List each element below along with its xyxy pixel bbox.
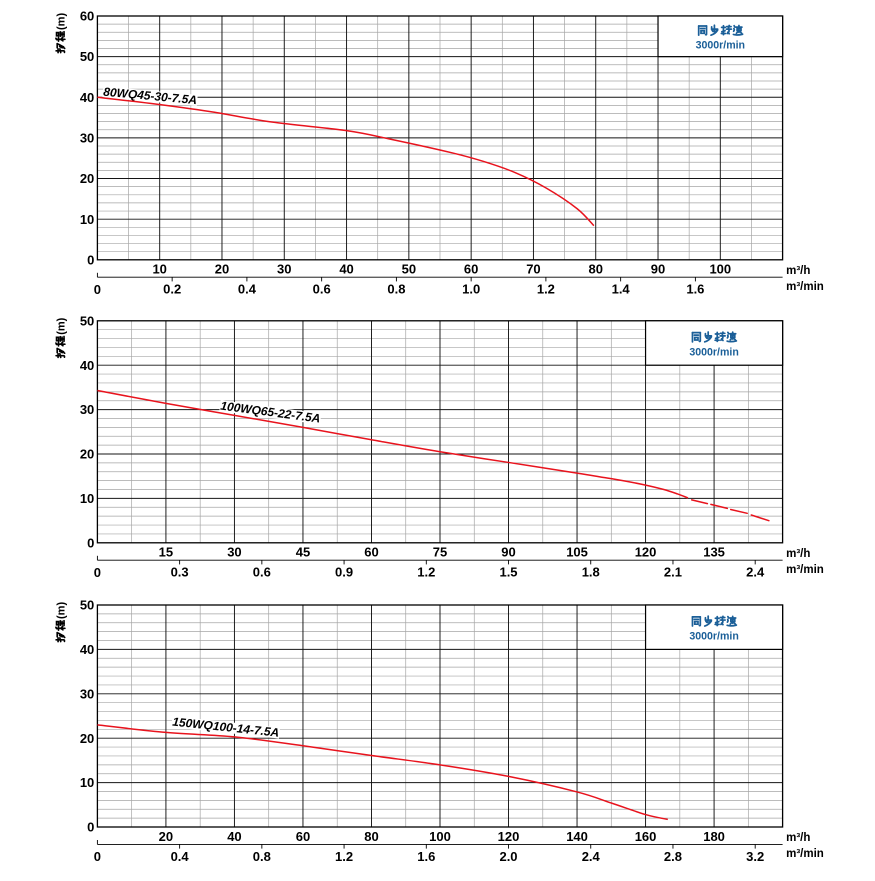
svg-text:20: 20 xyxy=(80,731,94,746)
svg-text:0: 0 xyxy=(87,535,94,550)
svg-text:0.9: 0.9 xyxy=(335,565,353,580)
svg-text:m³/h: m³/h xyxy=(786,548,810,560)
svg-text:60: 60 xyxy=(364,545,378,560)
svg-text:180: 180 xyxy=(703,829,725,844)
svg-text:40: 40 xyxy=(339,262,353,277)
svg-text:30: 30 xyxy=(80,131,94,146)
svg-text:1.2: 1.2 xyxy=(537,282,555,297)
svg-text:120: 120 xyxy=(635,545,657,560)
svg-text:30: 30 xyxy=(277,262,291,277)
svg-text:140: 140 xyxy=(566,829,588,844)
svg-text:80: 80 xyxy=(364,829,378,844)
svg-text:105: 105 xyxy=(566,545,588,560)
svg-text:70: 70 xyxy=(526,262,540,277)
svg-text:(m): (m) xyxy=(56,13,68,30)
svg-text:40: 40 xyxy=(80,642,94,657)
svg-text:m³/min: m³/min xyxy=(786,848,824,860)
svg-text:10: 10 xyxy=(80,212,94,227)
svg-text:40: 40 xyxy=(80,358,94,373)
svg-text:60: 60 xyxy=(296,829,310,844)
svg-text:0: 0 xyxy=(94,849,101,864)
svg-text:m³/min: m³/min xyxy=(786,564,824,576)
svg-text:2.0: 2.0 xyxy=(499,849,517,864)
svg-text:0.6: 0.6 xyxy=(253,565,271,580)
svg-text:50: 50 xyxy=(80,598,94,613)
svg-text:160: 160 xyxy=(635,829,657,844)
svg-text:75: 75 xyxy=(433,545,447,560)
svg-text:3000r/min: 3000r/min xyxy=(696,40,745,52)
svg-text:0.3: 0.3 xyxy=(171,565,189,580)
svg-text:2.4: 2.4 xyxy=(746,565,765,580)
svg-text:30: 30 xyxy=(227,545,241,560)
svg-text:1.6: 1.6 xyxy=(686,282,704,297)
svg-text:10: 10 xyxy=(80,491,94,506)
svg-text:135: 135 xyxy=(703,545,725,560)
svg-text:40: 40 xyxy=(80,90,94,105)
svg-text:0: 0 xyxy=(87,252,94,267)
svg-text:1.6: 1.6 xyxy=(417,849,435,864)
svg-text:50: 50 xyxy=(80,49,94,64)
svg-text:20: 20 xyxy=(80,447,94,462)
svg-text:0.4: 0.4 xyxy=(238,282,257,297)
svg-text:30: 30 xyxy=(80,402,94,417)
svg-text:2.8: 2.8 xyxy=(664,849,682,864)
svg-text:10: 10 xyxy=(152,262,166,277)
svg-text:20: 20 xyxy=(80,171,94,186)
svg-text:1.8: 1.8 xyxy=(582,565,600,580)
svg-text:100: 100 xyxy=(709,262,731,277)
svg-text:0.2: 0.2 xyxy=(163,282,181,297)
svg-text:0.8: 0.8 xyxy=(387,282,405,297)
svg-text:3.2: 3.2 xyxy=(746,849,764,864)
svg-text:120: 120 xyxy=(498,829,520,844)
svg-text:0.4: 0.4 xyxy=(171,849,190,864)
svg-text:60: 60 xyxy=(464,262,478,277)
svg-text:m³/min: m³/min xyxy=(786,281,824,293)
svg-text:20: 20 xyxy=(159,829,173,844)
svg-text:0: 0 xyxy=(94,565,101,580)
svg-text:100: 100 xyxy=(429,829,451,844)
svg-text:2.4: 2.4 xyxy=(582,849,601,864)
svg-text:(m): (m) xyxy=(56,317,68,334)
svg-text:3000r/min: 3000r/min xyxy=(689,631,738,643)
svg-text:1.0: 1.0 xyxy=(462,282,480,297)
svg-text:1.4: 1.4 xyxy=(612,282,631,297)
svg-text:m³/h: m³/h xyxy=(786,832,810,844)
svg-text:30: 30 xyxy=(80,686,94,701)
svg-text:1.2: 1.2 xyxy=(417,565,435,580)
svg-text:20: 20 xyxy=(215,262,229,277)
svg-text:1.2: 1.2 xyxy=(335,849,353,864)
svg-text:90: 90 xyxy=(501,545,515,560)
svg-text:50: 50 xyxy=(402,262,416,277)
svg-text:(m): (m) xyxy=(56,602,68,619)
svg-text:2.1: 2.1 xyxy=(664,565,682,580)
svg-text:1.5: 1.5 xyxy=(499,565,517,580)
svg-text:0: 0 xyxy=(87,820,94,835)
svg-text:0: 0 xyxy=(94,282,101,297)
svg-text:15: 15 xyxy=(159,545,173,560)
svg-text:80: 80 xyxy=(588,262,602,277)
svg-text:m³/h: m³/h xyxy=(786,265,810,277)
svg-text:45: 45 xyxy=(296,545,310,560)
svg-text:60: 60 xyxy=(80,9,94,24)
svg-text:50: 50 xyxy=(80,313,94,328)
svg-text:0.6: 0.6 xyxy=(313,282,331,297)
svg-text:90: 90 xyxy=(651,262,665,277)
svg-text:40: 40 xyxy=(227,829,241,844)
svg-text:3000r/min: 3000r/min xyxy=(689,346,738,358)
svg-text:0.8: 0.8 xyxy=(253,849,271,864)
svg-text:10: 10 xyxy=(80,775,94,790)
